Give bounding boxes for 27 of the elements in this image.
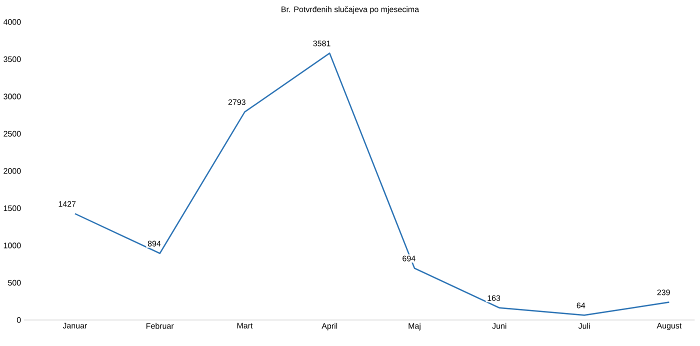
data-label: 3581 xyxy=(313,40,330,46)
data-label: 239 xyxy=(657,290,670,296)
chart-title: Br. Potvrđenih slučajeva po mjesecima xyxy=(282,6,420,14)
data-label: 1427 xyxy=(58,201,76,207)
y-tick-label: 2500 xyxy=(4,130,21,137)
line-series xyxy=(74,52,670,316)
x-tick-label: April xyxy=(322,322,338,330)
data-label: 163 xyxy=(488,295,500,301)
data-label: 64 xyxy=(576,302,586,308)
data-label: 894 xyxy=(148,240,161,246)
x-tick-label: Februar xyxy=(146,322,174,329)
x-tick-label: Januar xyxy=(62,322,88,329)
data-label: 694 xyxy=(402,256,416,262)
y-tick-label: 3000 xyxy=(4,94,21,100)
x-tick-label: Maj xyxy=(408,322,420,330)
y-tick-label: 4000 xyxy=(3,19,21,25)
y-tick-label: 2000 xyxy=(4,168,21,174)
x-tick-label: Juli xyxy=(578,322,590,329)
data-label: 2793 xyxy=(228,99,246,105)
x-tick-label: Mart xyxy=(237,322,253,329)
y-tick-label: 500 xyxy=(8,280,21,286)
y-tick-label: 1500 xyxy=(4,205,21,212)
y-tick-label: 0 xyxy=(16,317,21,323)
y-tick-label: 3500 xyxy=(4,56,21,62)
x-tick-label: August xyxy=(656,322,682,330)
x-tick-label: Juni xyxy=(492,322,506,329)
y-tick-label: 1000 xyxy=(4,242,21,248)
